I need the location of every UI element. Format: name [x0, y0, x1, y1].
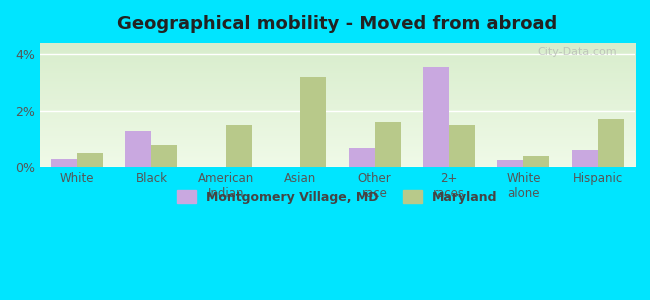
Bar	[572, 151, 598, 167]
Bar	[77, 153, 103, 167]
Legend: Montgomery Village, MD, Maryland: Montgomery Village, MD, Maryland	[172, 185, 502, 208]
Text: City-Data.com: City-Data.com	[538, 46, 617, 57]
Bar	[51, 159, 77, 167]
Bar	[449, 125, 475, 167]
Bar	[523, 156, 549, 167]
Title: Geographical mobility - Moved from abroad: Geographical mobility - Moved from abroa…	[117, 15, 558, 33]
Bar	[226, 125, 252, 167]
Bar	[374, 122, 400, 167]
Bar	[151, 145, 177, 167]
Bar	[423, 67, 449, 167]
Bar	[348, 148, 374, 167]
Bar	[497, 160, 523, 167]
Bar	[598, 119, 624, 167]
Bar	[125, 131, 151, 167]
Bar	[300, 77, 326, 167]
